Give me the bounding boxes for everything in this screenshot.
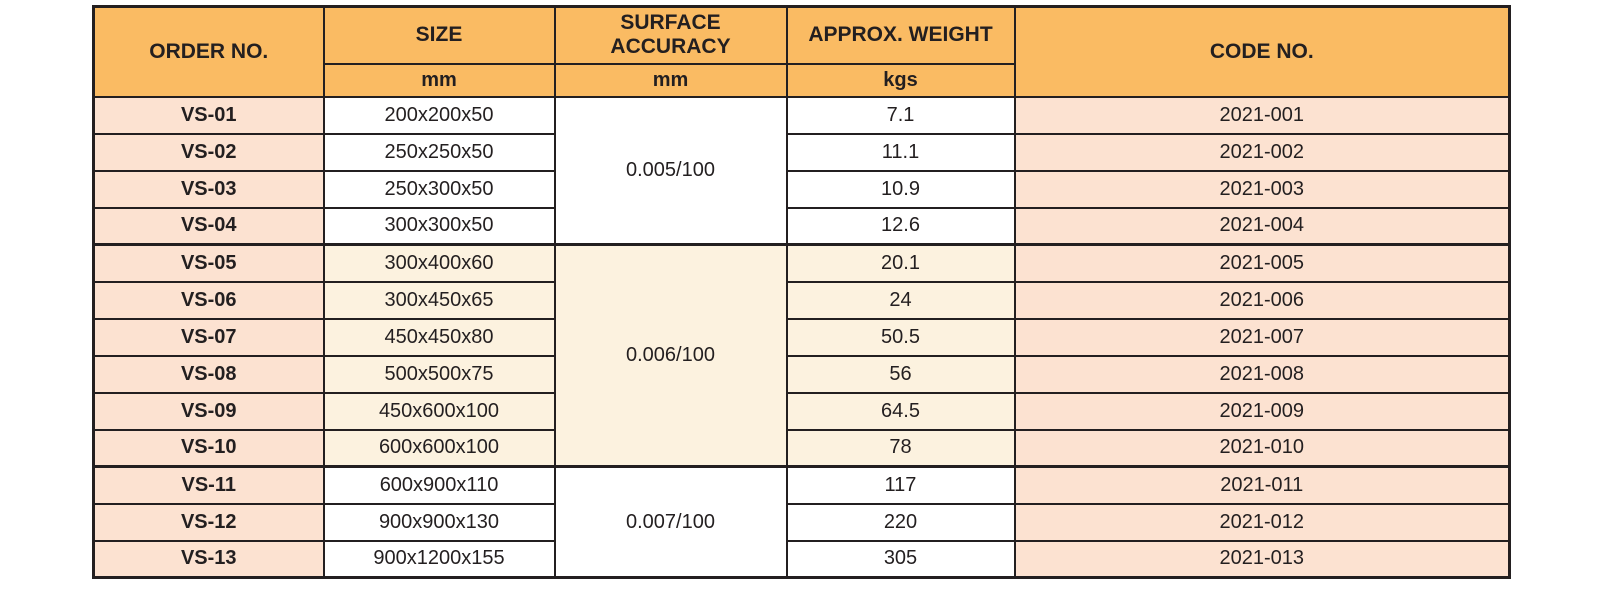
code-cell: 2021-011 — [1013, 465, 1511, 505]
code-cell: 2021-012 — [1013, 502, 1511, 542]
header-size: SIZE — [322, 5, 556, 65]
code-cell: 2021-006 — [1013, 280, 1511, 320]
accuracy-cell: 0.007/100 — [553, 465, 788, 579]
table-row: VS-07 450x450x80 50.5 2021-007 — [92, 317, 1511, 357]
table-row: VS-06 300x450x65 24 2021-006 — [92, 280, 1511, 320]
header-approx-weight-unit: kgs — [785, 62, 1016, 98]
header-row-main: ORDER NO. SIZE SURFACE ACCURACY APPROX. … — [92, 5, 1511, 98]
spec-table: ORDER NO. SIZE SURFACE ACCURACY APPROX. … — [92, 5, 1511, 579]
order-cell: VS-01 — [92, 95, 325, 135]
code-cell: 2021-001 — [1013, 95, 1511, 135]
code-cell: 2021-013 — [1013, 539, 1511, 579]
header-approx-weight: APPROX. WEIGHT — [785, 5, 1016, 65]
table-row: VS-02 250x250x50 11.1 2021-002 — [92, 132, 1511, 172]
code-cell: 2021-004 — [1013, 206, 1511, 246]
size-cell: 300x450x65 — [322, 280, 556, 320]
order-cell: VS-09 — [92, 391, 325, 431]
code-cell: 2021-010 — [1013, 428, 1511, 468]
order-cell: VS-03 — [92, 169, 325, 209]
size-cell: 300x300x50 — [322, 206, 556, 246]
accuracy-cell: 0.006/100 — [553, 243, 788, 468]
table-row: VS-12 900x900x130 220 2021-012 — [92, 502, 1511, 542]
weight-cell: 220 — [785, 502, 1016, 542]
code-cell: 2021-002 — [1013, 132, 1511, 172]
order-cell: VS-12 — [92, 502, 325, 542]
weight-cell: 11.1 — [785, 132, 1016, 172]
size-cell: 200x200x50 — [322, 95, 556, 135]
size-cell: 250x300x50 — [322, 169, 556, 209]
code-cell: 2021-008 — [1013, 354, 1511, 394]
table-header: ORDER NO. SIZE SURFACE ACCURACY APPROX. … — [92, 5, 1511, 98]
weight-cell: 7.1 — [785, 95, 1016, 135]
weight-cell: 78 — [785, 428, 1016, 468]
table-row: VS-05 300x400x60 0.006/100 20.1 2021-005 — [92, 243, 1511, 468]
code-cell: 2021-007 — [1013, 317, 1511, 357]
size-cell: 250x250x50 — [322, 132, 556, 172]
table-row: VS-09 450x600x100 64.5 2021-009 — [92, 391, 1511, 431]
table-row: VS-13 900x1200x155 305 2021-013 — [92, 539, 1511, 579]
weight-cell: 20.1 — [785, 243, 1016, 283]
order-cell: VS-10 — [92, 428, 325, 468]
table-row: VS-01 200x200x50 0.005/100 7.1 2021-001 — [92, 95, 1511, 246]
code-cell: 2021-003 — [1013, 169, 1511, 209]
size-cell: 600x900x110 — [322, 465, 556, 505]
order-cell: VS-06 — [92, 280, 325, 320]
table-row: VS-03 250x300x50 10.9 2021-003 — [92, 169, 1511, 209]
table-row: VS-11 600x900x110 0.007/100 117 2021-011 — [92, 465, 1511, 579]
table-body: VS-01 200x200x50 0.005/100 7.1 2021-001 … — [92, 95, 1511, 579]
header-surface-accuracy-unit: mm — [553, 62, 788, 98]
weight-cell: 10.9 — [785, 169, 1016, 209]
order-cell: VS-13 — [92, 539, 325, 579]
order-cell: VS-07 — [92, 317, 325, 357]
header-size-unit: mm — [322, 62, 556, 98]
size-cell: 450x450x80 — [322, 317, 556, 357]
code-cell: 2021-005 — [1013, 243, 1511, 283]
header-code-no: CODE NO. — [1013, 5, 1511, 98]
size-cell: 500x500x75 — [322, 354, 556, 394]
weight-cell: 24 — [785, 280, 1016, 320]
header-surface-accuracy: SURFACE ACCURACY — [553, 5, 788, 65]
order-cell: VS-05 — [92, 243, 325, 283]
weight-cell: 12.6 — [785, 206, 1016, 246]
table-row: VS-10 600x600x100 78 2021-010 — [92, 428, 1511, 468]
table-row: VS-04 300x300x50 12.6 2021-004 — [92, 206, 1511, 246]
size-cell: 450x600x100 — [322, 391, 556, 431]
weight-cell: 64.5 — [785, 391, 1016, 431]
accuracy-cell: 0.005/100 — [553, 95, 788, 246]
header-order-no: ORDER NO. — [92, 5, 325, 98]
weight-cell: 305 — [785, 539, 1016, 579]
size-cell: 900x1200x155 — [322, 539, 556, 579]
order-cell: VS-02 — [92, 132, 325, 172]
order-cell: VS-04 — [92, 206, 325, 246]
weight-cell: 56 — [785, 354, 1016, 394]
spec-table-container: ORDER NO. SIZE SURFACE ACCURACY APPROX. … — [92, 5, 1511, 579]
code-cell: 2021-009 — [1013, 391, 1511, 431]
weight-cell: 117 — [785, 465, 1016, 505]
size-cell: 300x400x60 — [322, 243, 556, 283]
weight-cell: 50.5 — [785, 317, 1016, 357]
order-cell: VS-11 — [92, 465, 325, 505]
header-row-units: mm mm kgs — [94, 62, 1510, 98]
size-cell: 600x600x100 — [322, 428, 556, 468]
order-cell: VS-08 — [92, 354, 325, 394]
table-row: VS-08 500x500x75 56 2021-008 — [92, 354, 1511, 394]
size-cell: 900x900x130 — [322, 502, 556, 542]
